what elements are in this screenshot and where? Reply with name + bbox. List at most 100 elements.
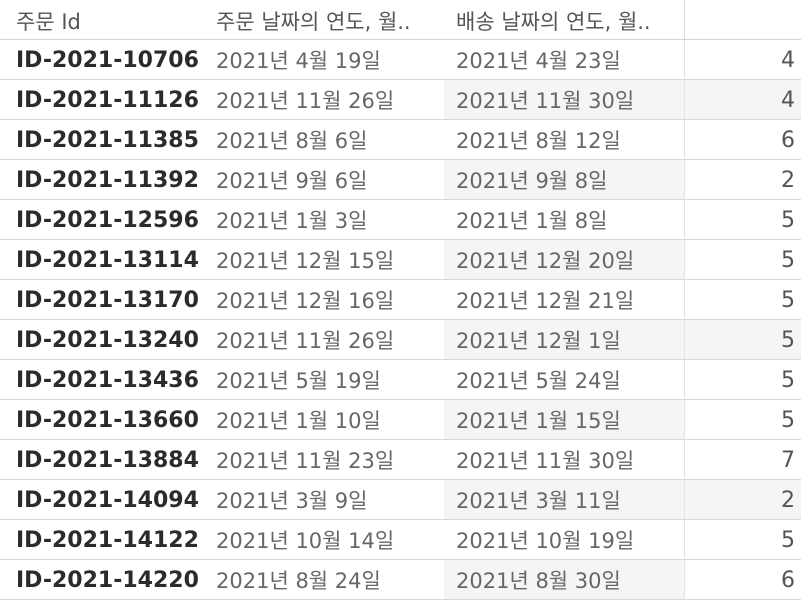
value-cell[interactable]: 2	[781, 168, 795, 193]
order-id-cell[interactable]: ID-2021-13436	[16, 368, 199, 393]
column-divider	[684, 480, 685, 520]
value-cell[interactable]: 6	[781, 568, 795, 593]
column-divider	[684, 320, 685, 360]
ship-date-cell[interactable]: 2021년 4월 23일	[456, 49, 621, 73]
table-body: ID-2021-10706 2021년 4월 19일 2021년 4월 23일 …	[0, 40, 801, 600]
column-divider	[684, 200, 685, 240]
value-cell[interactable]: 5	[781, 208, 795, 233]
row-band	[444, 80, 684, 119]
order-date-cell[interactable]: 2021년 11월 26일	[216, 329, 395, 353]
value-cell[interactable]: 2	[781, 488, 795, 513]
order-date-cell[interactable]: 2021년 5월 19일	[216, 369, 381, 393]
table-row[interactable]: ID-2021-12596 2021년 1월 3일 2021년 1월 8일 5	[0, 200, 801, 240]
ship-date-cell[interactable]: 2021년 8월 12일	[456, 129, 621, 153]
table-row[interactable]: ID-2021-11392 2021년 9월 6일 2021년 9월 8일 2	[0, 160, 801, 200]
column-header-order-date[interactable]: 주문 날짜의 연도, 월..	[216, 10, 411, 34]
header-bottom-border	[0, 39, 801, 40]
row-band-value	[685, 320, 801, 359]
column-header-ship-date[interactable]: 배송 날짜의 연도, 월..	[456, 10, 651, 34]
order-date-cell[interactable]: 2021년 9월 6일	[216, 169, 368, 193]
table-row[interactable]: ID-2021-13884 2021년 11월 23일 2021년 11월 30…	[0, 440, 801, 480]
order-date-cell[interactable]: 2021년 11월 26일	[216, 89, 395, 113]
order-id-cell[interactable]: ID-2021-14122	[16, 528, 199, 553]
row-band	[444, 240, 684, 279]
order-id-cell[interactable]: ID-2021-13170	[16, 288, 199, 313]
value-cell[interactable]: 5	[781, 288, 795, 313]
order-id-cell[interactable]: ID-2021-12596	[16, 208, 199, 233]
order-id-cell[interactable]: ID-2021-13114	[16, 248, 199, 273]
order-date-cell[interactable]: 2021년 3월 9일	[216, 489, 368, 513]
row-band-value	[685, 80, 801, 119]
value-cell[interactable]: 6	[781, 128, 795, 153]
header-divider	[684, 0, 685, 40]
column-divider	[684, 280, 685, 320]
order-id-cell[interactable]: ID-2021-13660	[16, 408, 199, 433]
table-row[interactable]: ID-2021-10706 2021년 4월 19일 2021년 4월 23일 …	[0, 40, 801, 80]
order-date-cell[interactable]: 2021년 10월 14일	[216, 529, 395, 553]
value-cell[interactable]: 5	[781, 328, 795, 353]
column-divider	[684, 520, 685, 560]
ship-date-cell[interactable]: 2021년 9월 8일	[456, 169, 608, 193]
order-id-cell[interactable]: ID-2021-14094	[16, 488, 199, 513]
column-header-order-id[interactable]: 주문 Id	[16, 10, 81, 34]
ship-date-cell[interactable]: 2021년 10월 19일	[456, 529, 635, 553]
table-row[interactable]: ID-2021-13240 2021년 11월 26일 2021년 12월 1일…	[0, 320, 801, 360]
ship-date-cell[interactable]: 2021년 12월 20일	[456, 249, 635, 273]
value-cell[interactable]: 4	[781, 48, 795, 73]
row-band	[444, 400, 684, 439]
row-band	[444, 560, 684, 599]
table-row[interactable]: ID-2021-11385 2021년 8월 6일 2021년 8월 12일 6	[0, 120, 801, 160]
order-date-cell[interactable]: 2021년 12월 15일	[216, 249, 395, 273]
column-header-value[interactable]	[686, 0, 801, 40]
column-divider	[684, 120, 685, 160]
table-header: 주문 Id 주문 날짜의 연도, 월.. 배송 날짜의 연도, 월..	[0, 0, 801, 40]
column-divider	[684, 160, 685, 200]
ship-date-cell[interactable]: 2021년 3월 11일	[456, 489, 621, 513]
order-date-cell[interactable]: 2021년 1월 10일	[216, 409, 381, 433]
value-cell[interactable]: 5	[781, 408, 795, 433]
ship-date-cell[interactable]: 2021년 1월 15일	[456, 409, 621, 433]
ship-date-cell[interactable]: 2021년 5월 24일	[456, 369, 621, 393]
column-divider	[684, 400, 685, 440]
column-divider	[684, 440, 685, 480]
table-row[interactable]: ID-2021-14220 2021년 8월 24일 2021년 8월 30일 …	[0, 560, 801, 600]
order-id-cell[interactable]: ID-2021-13240	[16, 328, 199, 353]
table-row[interactable]: ID-2021-13436 2021년 5월 19일 2021년 5월 24일 …	[0, 360, 801, 400]
order-id-cell[interactable]: ID-2021-11126	[16, 88, 199, 113]
column-divider	[684, 360, 685, 400]
order-id-cell[interactable]: ID-2021-10706	[16, 48, 199, 73]
order-id-cell[interactable]: ID-2021-13884	[16, 448, 199, 473]
column-divider	[684, 240, 685, 280]
table-row[interactable]: ID-2021-14094 2021년 3월 9일 2021년 3월 11일 2	[0, 480, 801, 520]
value-cell[interactable]: 4	[781, 88, 795, 113]
order-date-cell[interactable]: 2021년 8월 24일	[216, 569, 381, 593]
ship-date-cell[interactable]: 2021년 1월 8일	[456, 209, 608, 233]
order-date-cell[interactable]: 2021년 1월 3일	[216, 209, 368, 233]
table-row[interactable]: ID-2021-11126 2021년 11월 26일 2021년 11월 30…	[0, 80, 801, 120]
value-cell[interactable]: 7	[781, 448, 795, 473]
order-date-cell[interactable]: 2021년 8월 6일	[216, 129, 368, 153]
table-row[interactable]: ID-2021-13114 2021년 12월 15일 2021년 12월 20…	[0, 240, 801, 280]
value-cell[interactable]: 5	[781, 248, 795, 273]
order-date-cell[interactable]: 2021년 4월 19일	[216, 49, 381, 73]
table-row[interactable]: ID-2021-13170 2021년 12월 16일 2021년 12월 21…	[0, 280, 801, 320]
ship-date-cell[interactable]: 2021년 11월 30일	[456, 89, 635, 113]
order-date-cell[interactable]: 2021년 12월 16일	[216, 289, 395, 313]
row-band-value	[685, 480, 801, 519]
order-id-cell[interactable]: ID-2021-14220	[16, 568, 199, 593]
table-row[interactable]: ID-2021-14122 2021년 10월 14일 2021년 10월 19…	[0, 520, 801, 560]
order-id-cell[interactable]: ID-2021-11385	[16, 128, 199, 153]
order-date-cell[interactable]: 2021년 11월 23일	[216, 449, 395, 473]
row-band	[444, 160, 684, 199]
value-cell[interactable]: 5	[781, 368, 795, 393]
table-row[interactable]: ID-2021-13660 2021년 1월 10일 2021년 1월 15일 …	[0, 400, 801, 440]
ship-date-cell[interactable]: 2021년 8월 30일	[456, 569, 621, 593]
ship-date-cell[interactable]: 2021년 11월 30일	[456, 449, 635, 473]
order-id-cell[interactable]: ID-2021-11392	[16, 168, 199, 193]
row-band	[444, 320, 684, 359]
value-cell[interactable]: 5	[781, 528, 795, 553]
ship-date-cell[interactable]: 2021년 12월 1일	[456, 329, 621, 353]
column-divider	[684, 80, 685, 120]
ship-date-cell[interactable]: 2021년 12월 21일	[456, 289, 635, 313]
